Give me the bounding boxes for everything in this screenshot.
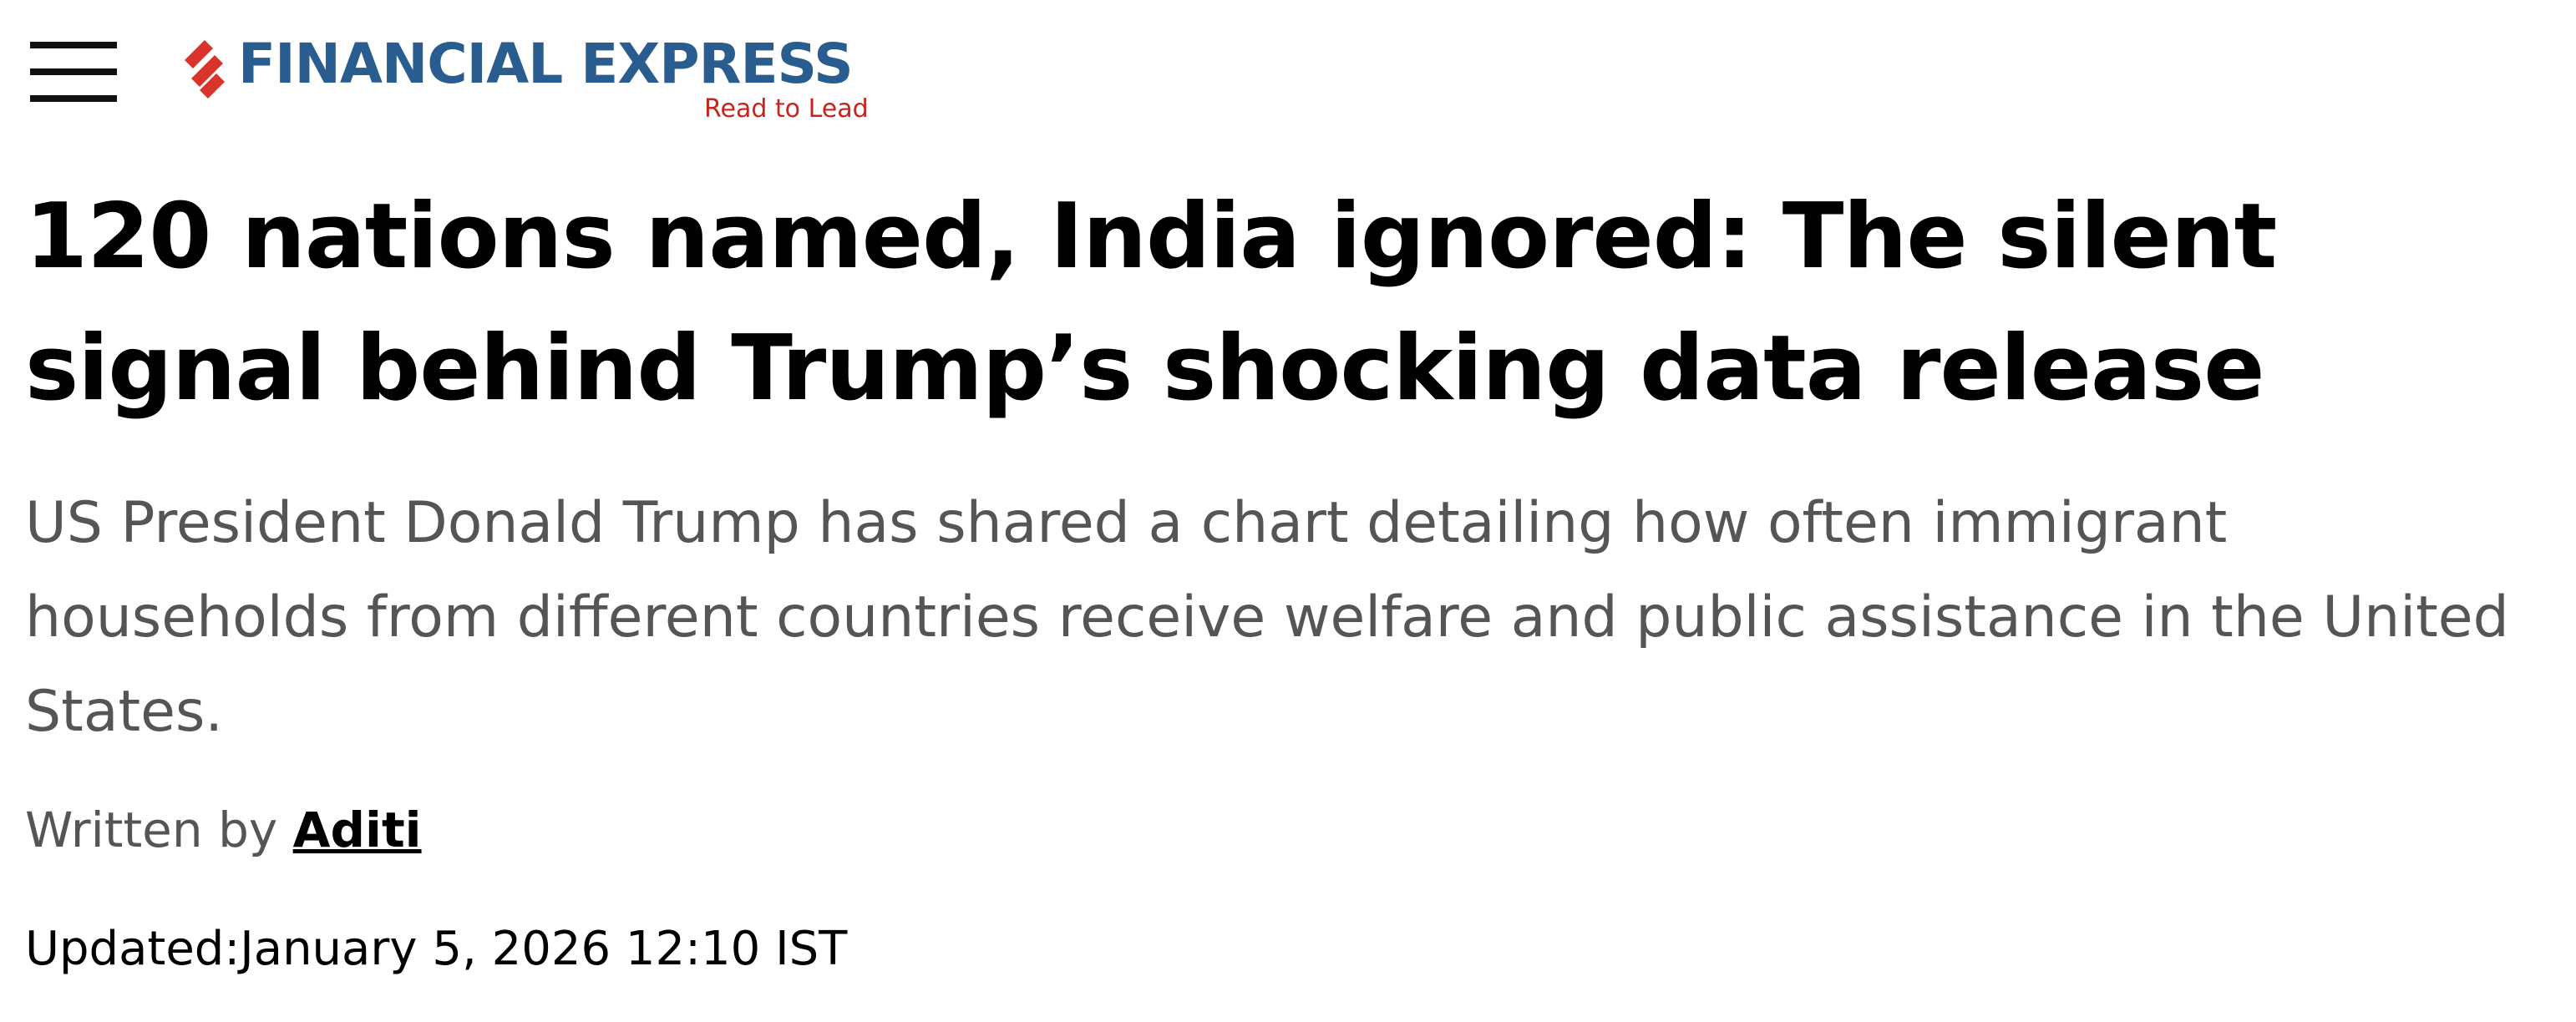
menu-button[interactable] — [30, 42, 117, 102]
author-link[interactable]: Aditi — [292, 802, 422, 858]
top-bar — [0, 0, 2576, 175]
updated-label: Updated: — [25, 922, 241, 976]
tagline: Read to Lead — [704, 94, 869, 124]
summary: US President Donald Trump has shared a c… — [25, 490, 2509, 745]
updated-date: January 5, 2026 12:10 IST — [240, 922, 848, 976]
byline: Written by Aditi — [25, 802, 422, 858]
updated: Updated:January 5, 2026 12:10 IST — [25, 922, 847, 976]
headline: 120 nations named, India ignored: The si… — [25, 185, 2277, 421]
logo-icon[interactable] — [180, 40, 230, 99]
byline-label: Written by — [25, 802, 278, 858]
logo[interactable]: FINANCIAL EXPRESS — [238, 32, 854, 96]
